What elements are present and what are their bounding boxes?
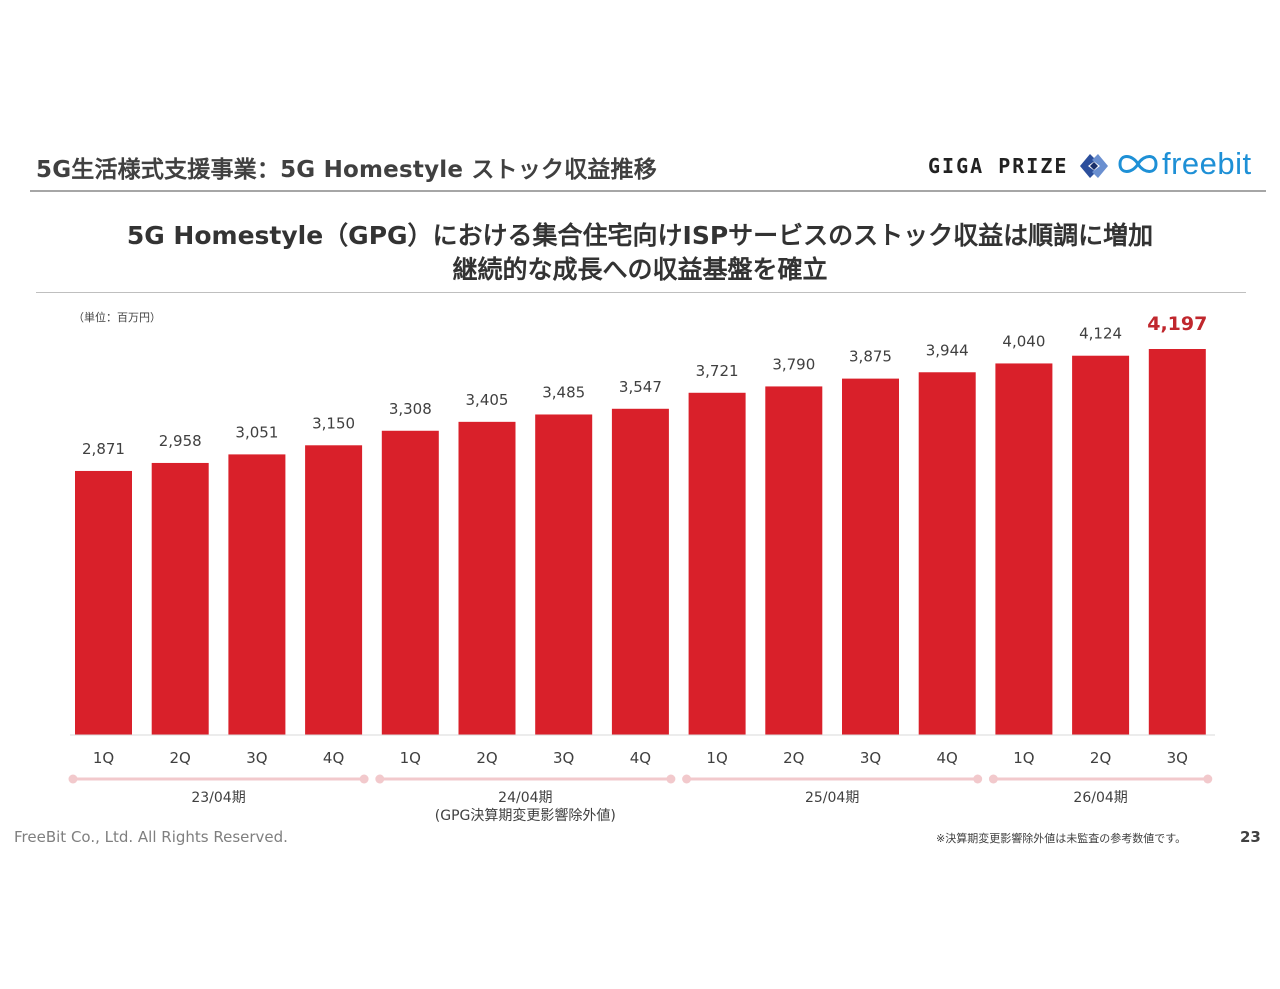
category-label-6: 2Q: [476, 749, 497, 767]
freebit-logo: freebit: [1118, 146, 1252, 182]
period-label-3: 25/04期: [805, 790, 859, 806]
bar-14: [1072, 355, 1130, 735]
category-label-13: 1Q: [1013, 749, 1034, 767]
category-label-9: 1Q: [706, 749, 727, 767]
category-label-4: 4Q: [323, 749, 344, 767]
data-label-11: 3,875: [849, 348, 892, 366]
period-dot-start-2: [375, 774, 385, 784]
freebit-logo-text: freebit: [1162, 146, 1252, 181]
category-label-2: 2Q: [170, 749, 191, 767]
category-label-14: 2Q: [1090, 749, 1111, 767]
gigaprize-logo-text: GIGA PRIZE: [928, 154, 1069, 178]
bar-1: [75, 470, 132, 735]
data-label-13: 4,040: [1002, 332, 1045, 350]
footnote: ※決算期変更影響除外値は未監査の参考数値です。: [936, 832, 1187, 845]
bar-9: [688, 392, 746, 735]
data-label-4: 3,150: [312, 414, 355, 432]
data-label-3: 3,051: [235, 423, 278, 441]
gigaprize-emblem-icon: [1080, 154, 1109, 178]
bar-5: [381, 430, 439, 735]
period-dot-end-1: [359, 774, 369, 784]
period-label-4: 26/04期: [1073, 790, 1127, 806]
data-label-15: 4,197: [1147, 313, 1207, 335]
freebit-loop-icon: [1118, 155, 1158, 173]
page-number: 23: [1240, 828, 1261, 846]
bar-12: [918, 372, 976, 735]
page-title: 5G生活様式支援事業：5G Homestyle ストック収益推移: [36, 157, 657, 183]
period-sublabel-2: (GPG決算期変更影響除外値): [435, 807, 616, 824]
data-label-2: 2,958: [159, 432, 202, 450]
unit-label: （単位：百万円）: [73, 311, 161, 324]
bar-7: [535, 414, 593, 735]
category-label-10: 2Q: [783, 749, 804, 767]
category-label-15: 3Q: [1167, 749, 1188, 767]
bar-15: [1148, 349, 1206, 735]
period-dot-end-2: [666, 774, 676, 784]
data-label-8: 3,547: [619, 378, 662, 396]
data-label-14: 4,124: [1079, 325, 1122, 343]
data-label-9: 3,721: [696, 362, 739, 380]
bar-3: [228, 454, 286, 735]
period-dot-start-4: [988, 774, 998, 784]
headline-divider: [36, 292, 1246, 293]
period-label-1: 23/04期: [191, 790, 245, 806]
copyright-text: FreeBit Co., Ltd. All Rights Reserved.: [14, 828, 288, 846]
bar-6: [458, 421, 516, 735]
bar-13: [995, 363, 1053, 735]
period-dot-start-1: [68, 774, 78, 784]
category-label-1: 1Q: [93, 749, 114, 767]
bar-10: [765, 386, 823, 735]
period-dot-end-3: [973, 774, 983, 784]
category-label-11: 3Q: [860, 749, 881, 767]
category-label-5: 1Q: [400, 749, 421, 767]
bar-2: [151, 462, 209, 735]
gigaprize-logo: GIGA PRIZE: [928, 148, 1114, 184]
headline-line-1: 5G Homestyle（GPG）における集合住宅向けISPサービスのストック収…: [126, 221, 1154, 250]
period-dot-end-4: [1203, 774, 1213, 784]
data-label-10: 3,790: [772, 355, 815, 373]
headline-line-2: 継続的な成長への収益基盤を確立: [452, 255, 828, 284]
bar-8: [611, 408, 669, 735]
data-label-6: 3,405: [466, 391, 509, 409]
header-divider: [30, 190, 1266, 192]
data-label-5: 3,308: [389, 400, 432, 418]
bar-4: [305, 445, 363, 735]
data-label-7: 3,485: [542, 383, 585, 401]
category-label-12: 4Q: [937, 749, 958, 767]
category-label-3: 3Q: [246, 749, 267, 767]
period-label-2: 24/04期: [498, 790, 552, 806]
category-label-7: 3Q: [553, 749, 574, 767]
category-label-8: 4Q: [630, 749, 651, 767]
period-dot-start-3: [682, 774, 692, 784]
data-label-1: 2,871: [82, 440, 125, 458]
bar-11: [842, 378, 899, 735]
data-label-12: 3,944: [926, 341, 969, 359]
